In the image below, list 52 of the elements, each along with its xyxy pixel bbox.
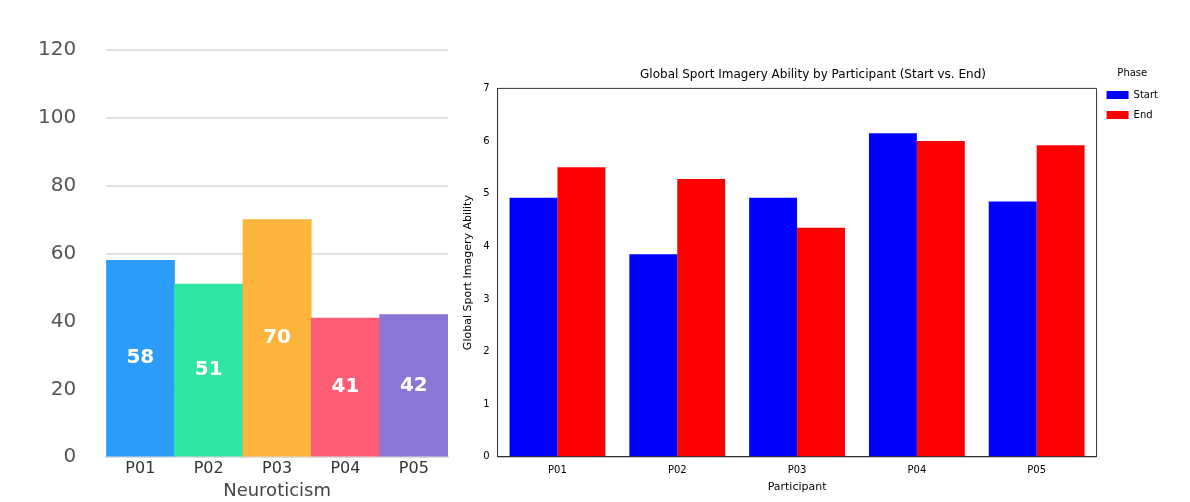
y-tick-label: 20 (50, 375, 77, 400)
bar (310, 317, 380, 457)
bar (629, 254, 678, 457)
y-tick-label: 6 (483, 134, 490, 146)
y-tick-label: 1 (483, 397, 490, 409)
chart-title: Global Sport Imagery Ability by Participant (Start vs. End) (640, 67, 986, 82)
data-label: 70 (263, 324, 292, 349)
x-tick-label: P01 (125, 457, 156, 477)
bar (677, 178, 726, 457)
legend-title: Phase (1117, 66, 1148, 78)
bar (797, 227, 845, 457)
y-axis-title: Global Sport Imagery Ability (461, 194, 475, 351)
x-axis-title: Neuroticism (223, 478, 332, 500)
legend-label: End (1133, 108, 1153, 120)
x-tick-label: P04 (330, 457, 361, 477)
y-tick-label: 7 (483, 81, 490, 93)
y-tick-label: 60 (50, 239, 77, 264)
y-tick-label: 40 (50, 307, 77, 332)
y-tick-label: 2 (483, 345, 490, 357)
x-axis-title: Participant (767, 480, 828, 494)
y-tick-label: 3 (483, 292, 490, 304)
x-tick-label: P02 (667, 464, 687, 476)
bar (868, 133, 917, 457)
bar (988, 201, 1037, 457)
bar (106, 260, 175, 457)
bar (749, 197, 798, 457)
y-tick-label: 5 (483, 187, 490, 199)
data-label: 58 (126, 344, 155, 369)
bar (1036, 145, 1085, 457)
x-tick-label: P03 (787, 464, 807, 476)
y-tick-label: 0 (63, 443, 77, 468)
x-tick-label: P04 (907, 464, 927, 476)
y-tick-label: 120 (37, 36, 77, 61)
y-tick-label: 100 (37, 104, 77, 129)
y-tick-label: 4 (483, 239, 490, 251)
data-label: 42 (399, 371, 428, 396)
x-tick-label: P05 (1027, 464, 1047, 476)
x-tick-label: P01 (548, 464, 567, 476)
y-tick-label: 80 (50, 171, 77, 196)
bar (557, 167, 606, 457)
bar (242, 219, 312, 457)
data-label: 51 (194, 356, 223, 381)
x-tick-label: P03 (262, 457, 293, 477)
x-tick-label: P02 (193, 457, 224, 477)
legend-label: Start (1133, 88, 1159, 100)
bar (379, 314, 448, 457)
y-tick-label: 0 (483, 450, 490, 462)
x-tick-label: P05 (398, 457, 429, 477)
data-label: 41 (331, 373, 360, 398)
bar (916, 141, 965, 457)
bar (174, 283, 244, 457)
bar (509, 197, 558, 457)
